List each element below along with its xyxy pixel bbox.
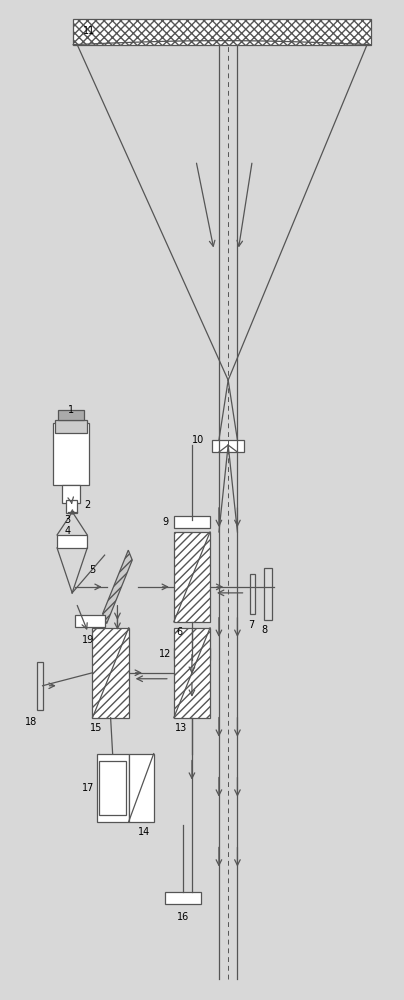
Bar <box>264 568 271 620</box>
Bar <box>57 535 87 548</box>
Bar <box>99 761 126 815</box>
Bar <box>174 628 210 718</box>
Text: 15: 15 <box>90 723 102 733</box>
Bar <box>66 500 77 513</box>
Polygon shape <box>103 550 132 624</box>
Bar <box>250 574 255 614</box>
Bar <box>97 754 129 822</box>
Bar <box>174 648 210 660</box>
Text: 1: 1 <box>68 405 74 415</box>
Bar <box>93 628 129 718</box>
Text: 12: 12 <box>159 649 171 659</box>
Text: 14: 14 <box>137 827 150 837</box>
Text: 19: 19 <box>82 635 95 645</box>
Bar <box>174 516 210 528</box>
Text: 13: 13 <box>175 723 187 733</box>
Bar <box>212 440 244 452</box>
Bar <box>55 420 87 433</box>
Text: 11: 11 <box>83 26 95 36</box>
Text: 17: 17 <box>82 783 95 793</box>
Text: 5: 5 <box>89 565 96 575</box>
Bar <box>37 662 42 710</box>
Text: 9: 9 <box>162 517 168 527</box>
Text: 8: 8 <box>262 625 268 635</box>
Bar <box>53 423 89 485</box>
Text: 4: 4 <box>64 526 70 536</box>
Text: 2: 2 <box>84 500 90 510</box>
Text: 3: 3 <box>64 515 70 525</box>
Bar <box>62 485 80 503</box>
Bar <box>58 410 84 420</box>
Text: 16: 16 <box>177 912 189 922</box>
Bar <box>73 19 371 45</box>
Bar <box>174 532 210 622</box>
Text: 7: 7 <box>248 620 254 630</box>
Bar <box>129 754 154 822</box>
Text: 6: 6 <box>177 627 183 637</box>
Text: 10: 10 <box>192 435 204 445</box>
Bar <box>75 615 105 627</box>
Text: 18: 18 <box>25 717 37 727</box>
Bar <box>165 892 201 904</box>
